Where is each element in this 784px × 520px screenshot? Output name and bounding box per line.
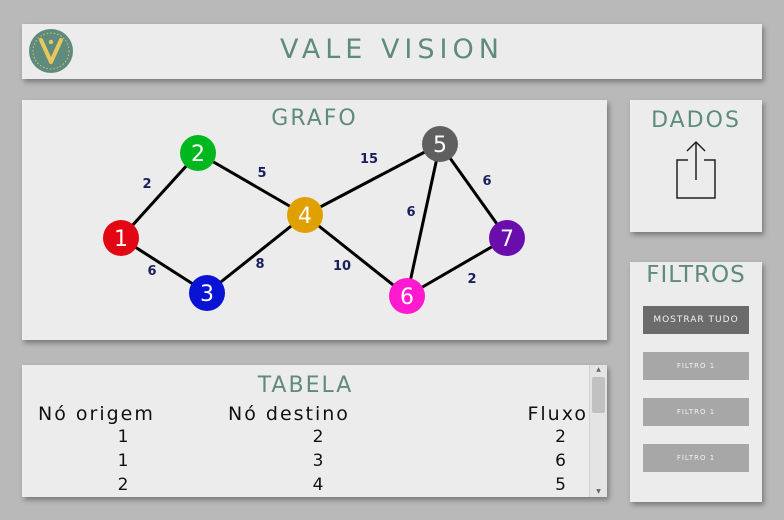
- cell-flow: 2: [555, 427, 566, 447]
- cell-origin: 1: [117, 451, 129, 471]
- edge-weight-label: 8: [255, 257, 264, 272]
- graph-edge-5-6: [405, 143, 442, 297]
- cell-origin: 2: [117, 475, 129, 495]
- graph-edge-3-4: [206, 213, 306, 295]
- graph-edge-4-6: [304, 213, 408, 298]
- show-all-button[interactable]: MOSTRAR TUDO: [643, 306, 749, 334]
- scroll-up-icon[interactable]: ▲: [596, 366, 601, 373]
- filter-3-button[interactable]: FILTRO 1: [643, 444, 749, 472]
- edge-weight-label: 6: [406, 205, 415, 220]
- header-bar: VALE VISION: [22, 24, 762, 79]
- graph-node-1[interactable]: 1: [103, 220, 139, 256]
- graph-panel: GRAFO 2 6 5 8 15 10 6 6 2 1 2 3 4 5 6 7: [22, 100, 607, 340]
- edge-weight-label: 2: [142, 177, 151, 192]
- edge-weight-label: 15: [360, 152, 378, 167]
- column-header-destination: Nó destino: [228, 403, 350, 425]
- graph-canvas: 2 6 5 8 15 10 6 6 2 1 2 3 4 5 6 7: [103, 126, 525, 314]
- graph-node-circle[interactable]: [287, 197, 323, 233]
- dados-title: DADOS: [651, 108, 741, 133]
- graph-edge-6-7: [406, 236, 508, 298]
- graph-node-3[interactable]: 3: [189, 275, 225, 311]
- graph-edge-4-5: [304, 142, 441, 217]
- graph-node-circle[interactable]: [180, 135, 216, 171]
- filter-1-button[interactable]: FILTRO 1: [643, 352, 749, 380]
- table-row: 1 3 6: [38, 451, 588, 471]
- scroll-down-icon[interactable]: ▼: [596, 488, 601, 495]
- cell-origin: 1: [117, 427, 129, 447]
- edge-weight-label: 2: [467, 272, 476, 287]
- column-header-origin: Nó origem: [38, 403, 155, 425]
- vale-logo: [29, 29, 73, 73]
- graph-node-label: 4: [298, 204, 312, 229]
- graph-node-6[interactable]: 6: [389, 278, 425, 314]
- graph-node-4[interactable]: 4: [287, 197, 323, 233]
- table-row: 1 2 2: [38, 427, 588, 447]
- graph-node-circle[interactable]: [489, 220, 525, 256]
- graph-node-5[interactable]: 5: [422, 126, 458, 162]
- app-title: VALE VISION: [280, 34, 504, 65]
- edge-weight-label: 6: [482, 174, 491, 189]
- graph-edge-2-4: [197, 151, 306, 217]
- graph-node-circle[interactable]: [389, 278, 425, 314]
- table-scrollbar[interactable]: ▲ ▼: [589, 365, 607, 497]
- graph-edge-5-7: [438, 143, 509, 239]
- edge-weight-label: 6: [147, 264, 156, 279]
- cell-flow: 6: [555, 451, 566, 471]
- edge-weight-label: 10: [333, 259, 351, 274]
- graph-node-7[interactable]: 7: [489, 220, 525, 256]
- graph-edge-1-2: [119, 151, 200, 240]
- edge-weight-label: 5: [257, 166, 266, 181]
- graph-node-label: 3: [200, 282, 214, 307]
- graph-node-circle[interactable]: [103, 220, 139, 256]
- graph-node-2[interactable]: 2: [180, 135, 216, 171]
- column-header-flow: Fluxo: [527, 403, 588, 425]
- cell-destination: 2: [312, 427, 324, 447]
- share-icon[interactable]: [673, 140, 719, 200]
- table-title: TABELA: [257, 373, 354, 398]
- table-row: 2 4 5: [38, 475, 588, 495]
- dados-panel: DADOS: [630, 100, 762, 232]
- graph-node-label: 6: [400, 285, 414, 310]
- cell-flow: 5: [555, 475, 566, 495]
- graph-node-label: 5: [433, 133, 447, 158]
- scroll-thumb[interactable]: [592, 377, 605, 413]
- table-panel: TABELA Nó origem Nó destino Fluxo 1 2 2 …: [22, 365, 607, 497]
- graph-node-label: 7: [500, 227, 514, 252]
- filtros-title: FILTROS: [646, 262, 746, 288]
- graph-node-circle[interactable]: [189, 275, 225, 311]
- filtros-panel: FILTROS MOSTRAR TUDO FILTRO 1 FILTRO 1 F…: [630, 262, 762, 502]
- filter-2-button[interactable]: FILTRO 1: [643, 398, 749, 426]
- table-header: Nó origem Nó destino Fluxo: [38, 403, 588, 425]
- graph-node-label: 2: [191, 142, 205, 167]
- cell-destination: 3: [312, 451, 324, 471]
- graph-node-circle[interactable]: [422, 126, 458, 162]
- graph-title: GRAFO: [271, 106, 358, 131]
- cell-destination: 4: [312, 475, 324, 495]
- graph-node-label: 1: [114, 227, 128, 252]
